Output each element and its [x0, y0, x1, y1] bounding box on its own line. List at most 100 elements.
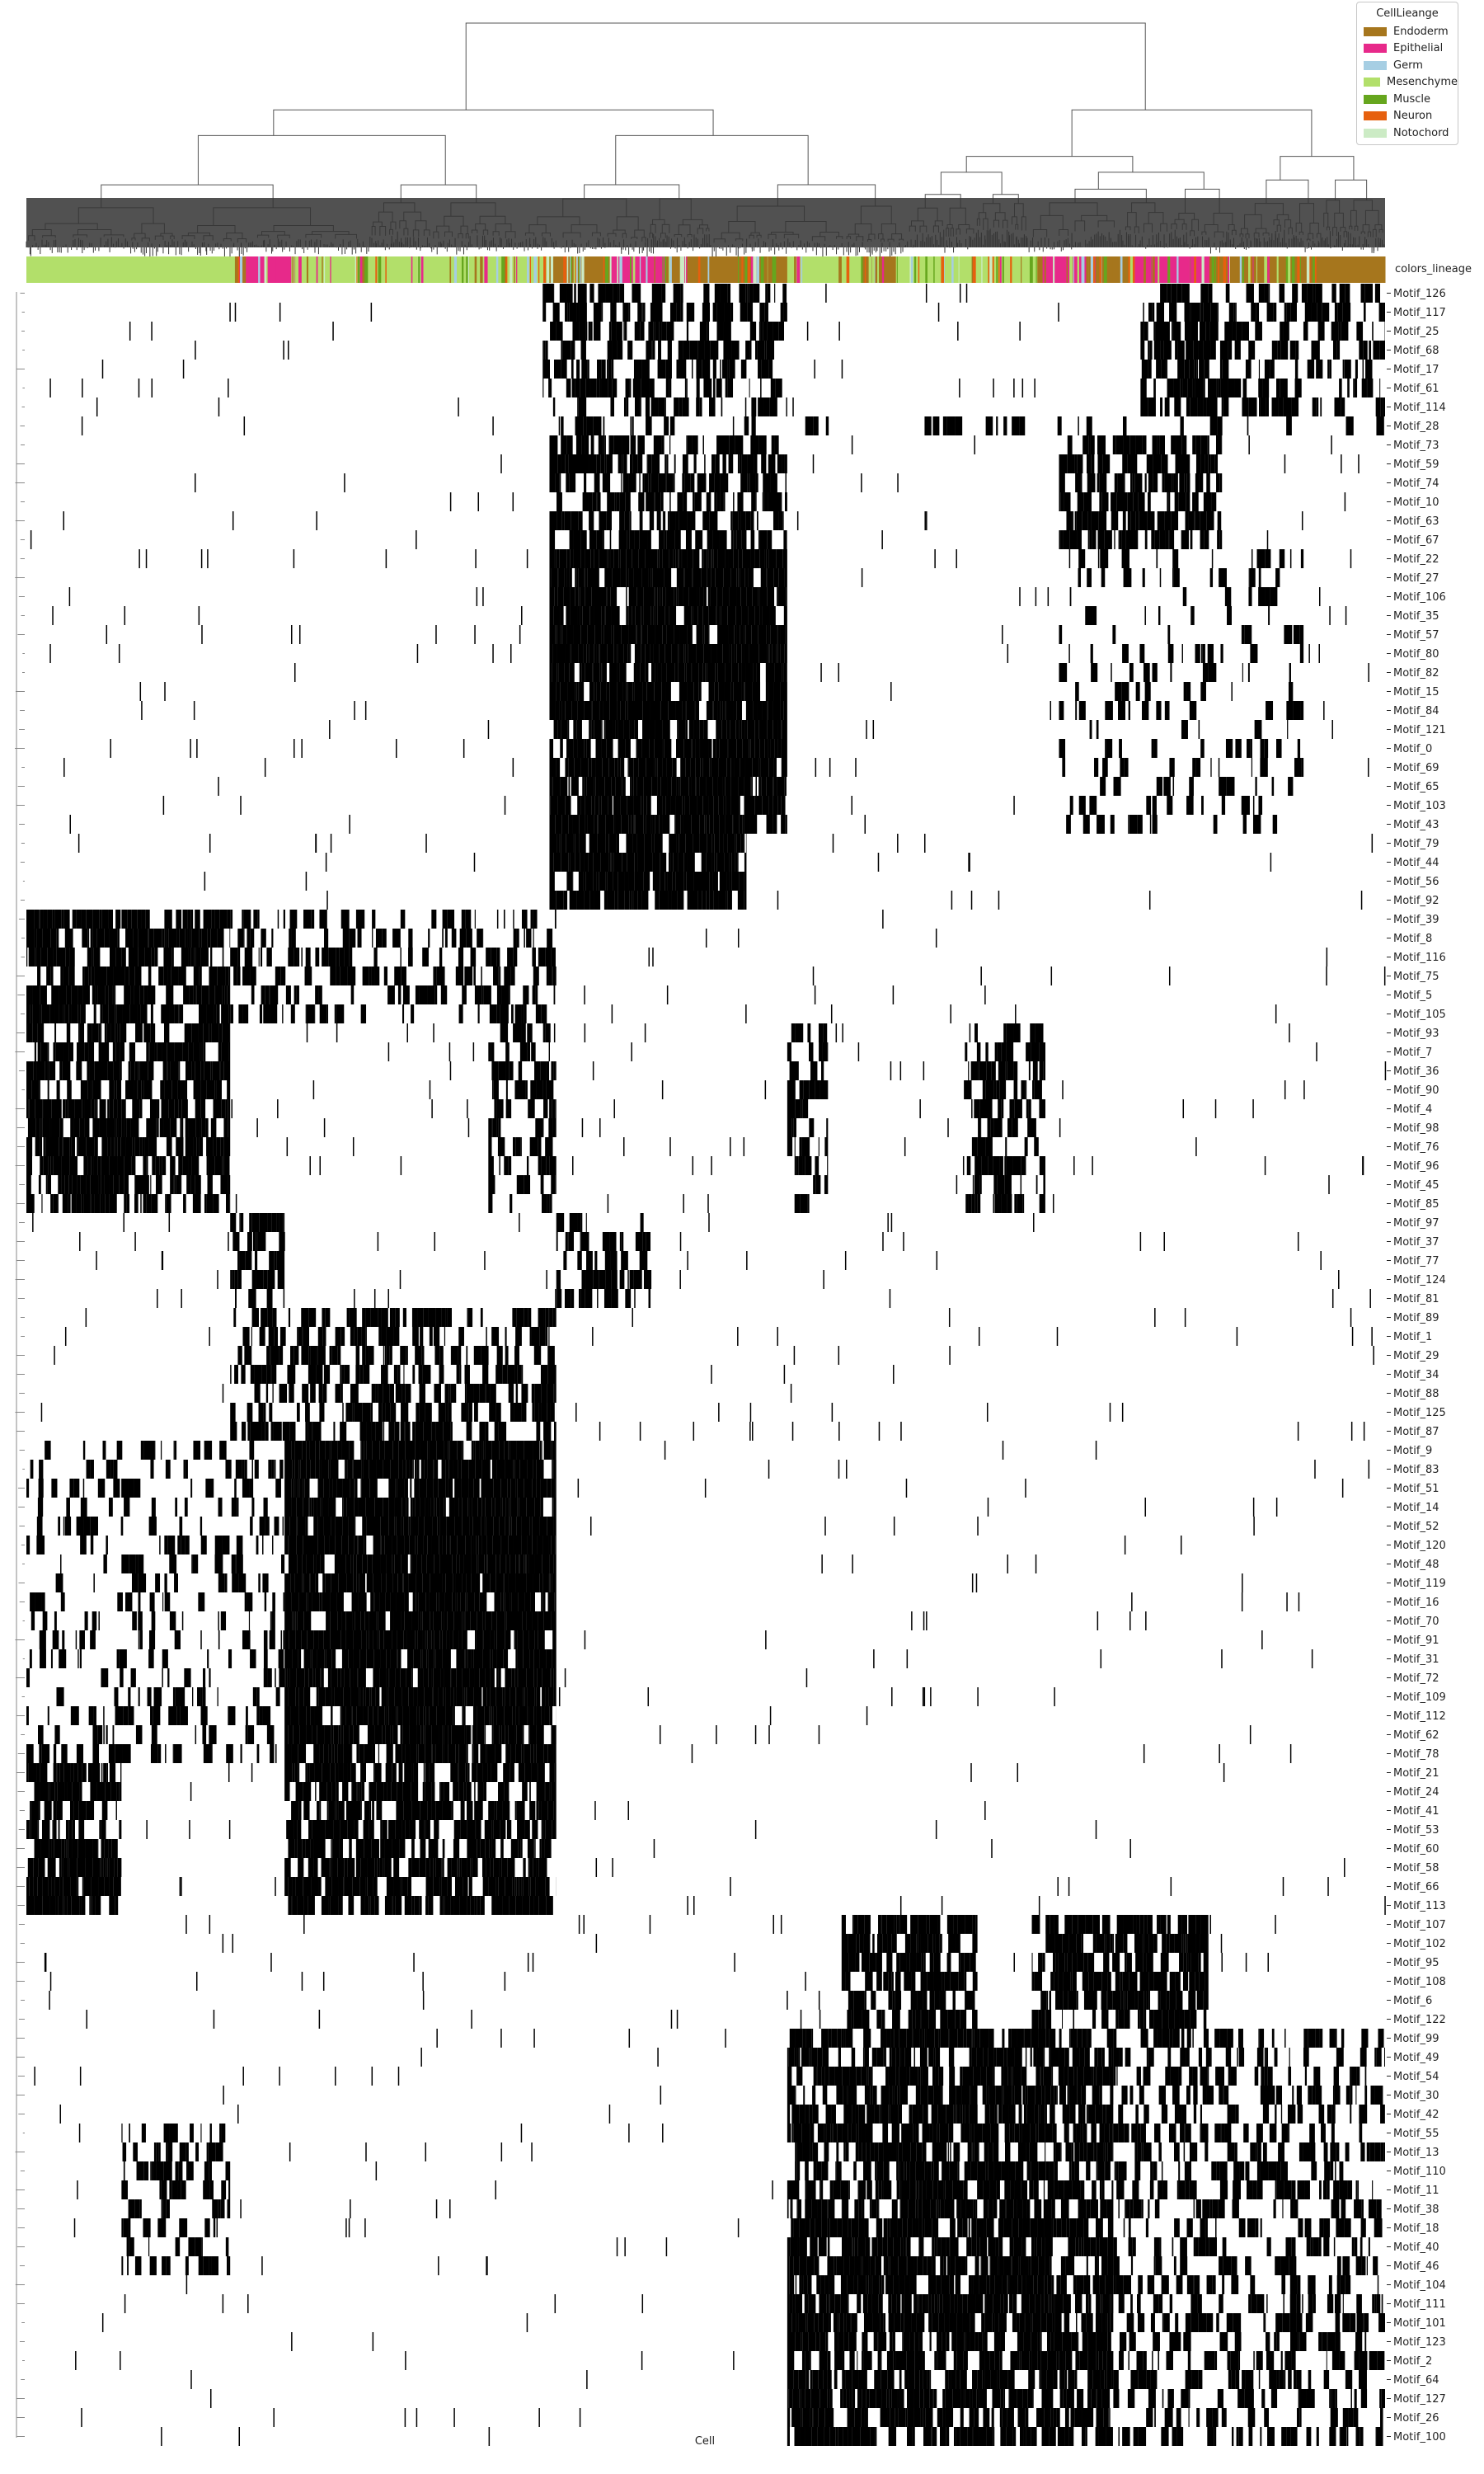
heatmap-cell: [589, 834, 598, 853]
heatmap-cell: [642, 682, 647, 701]
heatmap-cell: [1320, 397, 1322, 416]
heatmap-cell: [595, 853, 601, 872]
heatmap-cell: [408, 1517, 411, 1536]
heatmap-cell: [641, 379, 650, 397]
heatmap-cell: [533, 1441, 540, 1460]
heatmap-cell: [1254, 720, 1262, 739]
heatmap-cell: [26, 1137, 33, 1156]
heatmap-cell: [319, 1517, 324, 1536]
heatmap-cell: [800, 1194, 808, 1213]
heatmap-cell: [448, 1441, 450, 1460]
heatmap-cell: [783, 530, 787, 549]
heatmap-cell: [713, 891, 719, 910]
heatmap-cell: [606, 682, 610, 701]
heatmap-cell: [634, 720, 638, 739]
heatmap-cell: [365, 1346, 369, 1365]
heatmap-cell: [574, 284, 576, 303]
heatmap-cell: [1216, 473, 1220, 492]
heatmap-cell: [325, 1441, 330, 1460]
heatmap-cell: [1164, 397, 1170, 416]
lineage-tick: [505, 256, 508, 283]
heatmap-cell: [427, 1460, 434, 1479]
heatmap-cell: [548, 379, 552, 397]
heatmap-cell: [693, 872, 702, 891]
heatmap-cell: [553, 1498, 556, 1517]
heatmap-cell: [1339, 379, 1342, 397]
heatmap-cell: [659, 322, 662, 341]
heatmap-cell: [555, 1099, 556, 1118]
heatmap-cell: [69, 948, 75, 967]
heatmap-cell: [766, 549, 769, 568]
heatmap-cell: [1241, 625, 1245, 644]
heatmap-cell: [394, 1422, 400, 1441]
heatmap-cell: [1059, 625, 1063, 644]
heatmap-cell: [599, 549, 608, 568]
heatmap-cell: [229, 1061, 231, 1080]
heatmap-cell: [996, 1080, 1000, 1099]
heatmap-cell: [724, 682, 731, 701]
lineage-tick: [868, 256, 872, 283]
heatmap-cell: [196, 1137, 200, 1156]
heatmap-cell: [510, 967, 515, 985]
heatmap-cell: [1252, 815, 1261, 834]
heatmap-cell: [130, 1118, 139, 1137]
heatmap-cell: [665, 872, 668, 891]
heatmap-cell: [577, 606, 580, 625]
heatmap-cell: [1059, 701, 1064, 720]
heatmap-cell: [395, 1308, 400, 1327]
heatmap-cell: [703, 379, 712, 397]
heatmap-cell: [521, 1403, 527, 1422]
heatmap-cell: [728, 625, 735, 644]
heatmap-cell: [1219, 360, 1223, 379]
lineage-tick: [587, 256, 590, 283]
heatmap-cell: [649, 511, 655, 530]
heatmap-cell: [305, 1517, 308, 1536]
heatmap-cell: [341, 1365, 345, 1384]
heatmap-cell: [1034, 1080, 1042, 1099]
heatmap-cell: [289, 1536, 297, 1554]
heatmap-cell: [662, 739, 665, 758]
heatmap-cell: [361, 1460, 364, 1479]
heatmap-cell: [599, 1270, 606, 1289]
heatmap-cell: [132, 1137, 135, 1156]
heatmap-cell: [392, 1308, 396, 1327]
heatmap-cell: [185, 1137, 194, 1156]
heatmap-cell: [1301, 758, 1304, 777]
heatmap-cell: [470, 948, 477, 967]
heatmap-cell: [340, 1327, 345, 1346]
heatmap-cell: [491, 1498, 495, 1517]
heatmap-cell: [549, 644, 553, 663]
heatmap-cell: [437, 1517, 440, 1536]
heatmap-cell: [786, 397, 787, 416]
heatmap-cell: [276, 1251, 285, 1270]
heatmap-cell: [173, 1175, 175, 1194]
heatmap-cell: [382, 1365, 388, 1384]
heatmap-cell: [566, 625, 574, 644]
heatmap-cell: [655, 568, 665, 587]
heatmap-cell: [195, 948, 201, 967]
heatmap-cell: [633, 663, 637, 682]
heatmap-cell: [645, 549, 651, 568]
heatmap-cell: [597, 360, 602, 379]
heatmap-cell: [532, 1479, 537, 1498]
heatmap-cell: [568, 758, 575, 777]
heatmap-cell: [1191, 303, 1200, 322]
heatmap-cell: [706, 815, 710, 834]
heatmap-cell: [1220, 379, 1228, 397]
heatmap-cell: [741, 530, 747, 549]
heatmap-cell: [1032, 1080, 1035, 1099]
heatmap-cell: [643, 815, 646, 834]
heatmap-cell: [102, 1194, 106, 1213]
heatmap-cell: [1007, 1061, 1014, 1080]
heatmap-cell: [462, 985, 467, 1004]
heatmap-cell: [1317, 341, 1320, 360]
heatmap-cell: [440, 985, 448, 1004]
heatmap-cell: [794, 1156, 796, 1175]
heatmap-cell: [139, 985, 144, 1004]
heatmap-cell: [1167, 492, 1169, 511]
heatmap-cell: [505, 1061, 510, 1080]
lineage-tick: [330, 256, 331, 283]
heatmap-cell: [43, 1156, 49, 1175]
heatmap-cell: [1223, 397, 1229, 416]
heatmap-cell: [445, 1403, 448, 1422]
